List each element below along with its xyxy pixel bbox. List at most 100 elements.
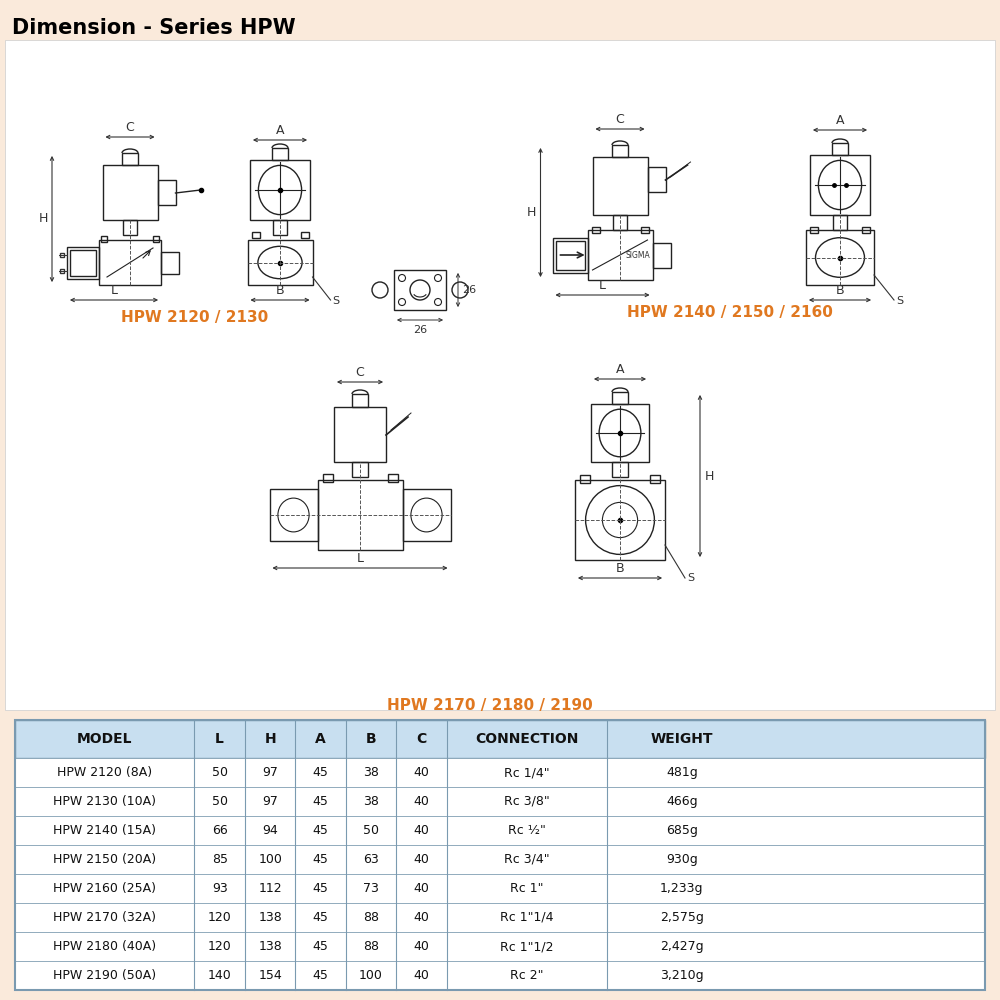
Text: 140: 140 bbox=[208, 969, 232, 982]
Bar bbox=[322, 474, 332, 482]
Text: 88: 88 bbox=[363, 940, 379, 953]
Text: B: B bbox=[366, 732, 376, 746]
Bar bbox=[552, 237, 588, 272]
Text: 63: 63 bbox=[363, 853, 379, 866]
Bar bbox=[300, 232, 308, 238]
Text: Rc 1/4": Rc 1/4" bbox=[504, 766, 549, 779]
Bar bbox=[862, 227, 870, 233]
Text: 85: 85 bbox=[212, 853, 228, 866]
Text: 2,427g: 2,427g bbox=[660, 940, 704, 953]
Bar bbox=[318, 480, 402, 550]
Text: H: H bbox=[705, 470, 714, 483]
Text: L: L bbox=[599, 279, 606, 292]
Text: HPW 2150 (20A): HPW 2150 (20A) bbox=[53, 853, 156, 866]
Bar bbox=[612, 145, 628, 157]
Bar bbox=[592, 157, 648, 215]
Text: MODEL: MODEL bbox=[77, 732, 132, 746]
Text: Rc 1"1/2: Rc 1"1/2 bbox=[500, 940, 553, 953]
Bar bbox=[123, 220, 137, 235]
Text: 40: 40 bbox=[413, 882, 429, 895]
Bar bbox=[122, 153, 138, 165]
Bar bbox=[591, 404, 649, 462]
Text: HPW 2140 (15A): HPW 2140 (15A) bbox=[53, 824, 156, 837]
Bar bbox=[161, 251, 179, 273]
Bar bbox=[832, 143, 848, 155]
Bar bbox=[613, 215, 627, 230]
Text: B: B bbox=[616, 562, 624, 575]
Bar bbox=[352, 462, 368, 477]
Text: 97: 97 bbox=[262, 766, 278, 779]
Bar bbox=[394, 270, 446, 310]
Text: HPW 2170 (32A): HPW 2170 (32A) bbox=[53, 911, 156, 924]
Bar bbox=[592, 227, 600, 233]
Text: HPW 2170 / 2180 / 2190: HPW 2170 / 2180 / 2190 bbox=[387, 698, 593, 713]
Bar bbox=[99, 240, 161, 285]
Text: A: A bbox=[276, 124, 284, 137]
Text: 685g: 685g bbox=[666, 824, 698, 837]
Text: Rc 1": Rc 1" bbox=[510, 882, 543, 895]
Text: 138: 138 bbox=[258, 911, 282, 924]
Text: L: L bbox=[215, 732, 224, 746]
Text: 100: 100 bbox=[258, 853, 282, 866]
Text: L: L bbox=[110, 284, 118, 297]
Text: C: C bbox=[356, 366, 364, 379]
Text: B: B bbox=[836, 284, 844, 297]
Text: 40: 40 bbox=[413, 766, 429, 779]
Text: H: H bbox=[527, 206, 536, 219]
Text: HPW 2180 (40A): HPW 2180 (40A) bbox=[53, 940, 156, 953]
Text: 50: 50 bbox=[212, 795, 228, 808]
Text: 45: 45 bbox=[313, 940, 328, 953]
Text: 50: 50 bbox=[363, 824, 379, 837]
Text: 40: 40 bbox=[413, 940, 429, 953]
Text: 38: 38 bbox=[363, 766, 379, 779]
Bar bbox=[640, 227, 648, 233]
Text: 45: 45 bbox=[313, 882, 328, 895]
Bar bbox=[15, 932, 985, 961]
Bar bbox=[103, 165, 158, 220]
Text: Dimension - Series HPW: Dimension - Series HPW bbox=[12, 18, 296, 38]
Text: 466g: 466g bbox=[666, 795, 698, 808]
Bar bbox=[101, 236, 107, 242]
Text: 38: 38 bbox=[363, 795, 379, 808]
Text: 1,233g: 1,233g bbox=[660, 882, 704, 895]
Bar bbox=[252, 232, 260, 238]
Text: 2,575g: 2,575g bbox=[660, 911, 704, 924]
Bar bbox=[580, 475, 590, 483]
Bar bbox=[5, 40, 995, 710]
Text: S: S bbox=[687, 573, 694, 583]
Bar bbox=[15, 720, 985, 990]
Text: Rc 3/4": Rc 3/4" bbox=[504, 853, 549, 866]
Text: 97: 97 bbox=[262, 795, 278, 808]
Text: Rc 3/8": Rc 3/8" bbox=[504, 795, 550, 808]
Bar bbox=[612, 392, 628, 404]
Text: S: S bbox=[332, 296, 340, 306]
Bar bbox=[806, 230, 874, 285]
Text: H: H bbox=[39, 213, 48, 226]
Bar bbox=[388, 474, 398, 482]
Bar bbox=[575, 480, 665, 560]
Text: 112: 112 bbox=[258, 882, 282, 895]
Text: 93: 93 bbox=[212, 882, 228, 895]
Bar bbox=[153, 236, 159, 242]
Text: 94: 94 bbox=[262, 824, 278, 837]
Bar bbox=[158, 180, 176, 205]
Text: 45: 45 bbox=[313, 824, 328, 837]
Text: 40: 40 bbox=[413, 911, 429, 924]
Text: HPW 2140 / 2150 / 2160: HPW 2140 / 2150 / 2160 bbox=[627, 305, 833, 320]
Text: 40: 40 bbox=[413, 853, 429, 866]
Bar bbox=[250, 160, 310, 220]
Text: HPW 2190 (50A): HPW 2190 (50A) bbox=[53, 969, 156, 982]
Bar bbox=[650, 475, 660, 483]
Bar bbox=[556, 240, 584, 269]
Text: A: A bbox=[616, 363, 624, 376]
Bar bbox=[588, 230, 652, 280]
Bar bbox=[15, 720, 985, 758]
Bar bbox=[833, 215, 847, 230]
Text: 120: 120 bbox=[208, 940, 232, 953]
Text: 930g: 930g bbox=[666, 853, 698, 866]
Text: S: S bbox=[896, 296, 903, 306]
Text: C: C bbox=[126, 121, 134, 134]
Bar bbox=[15, 787, 985, 816]
Text: 40: 40 bbox=[413, 795, 429, 808]
Text: 45: 45 bbox=[313, 969, 328, 982]
